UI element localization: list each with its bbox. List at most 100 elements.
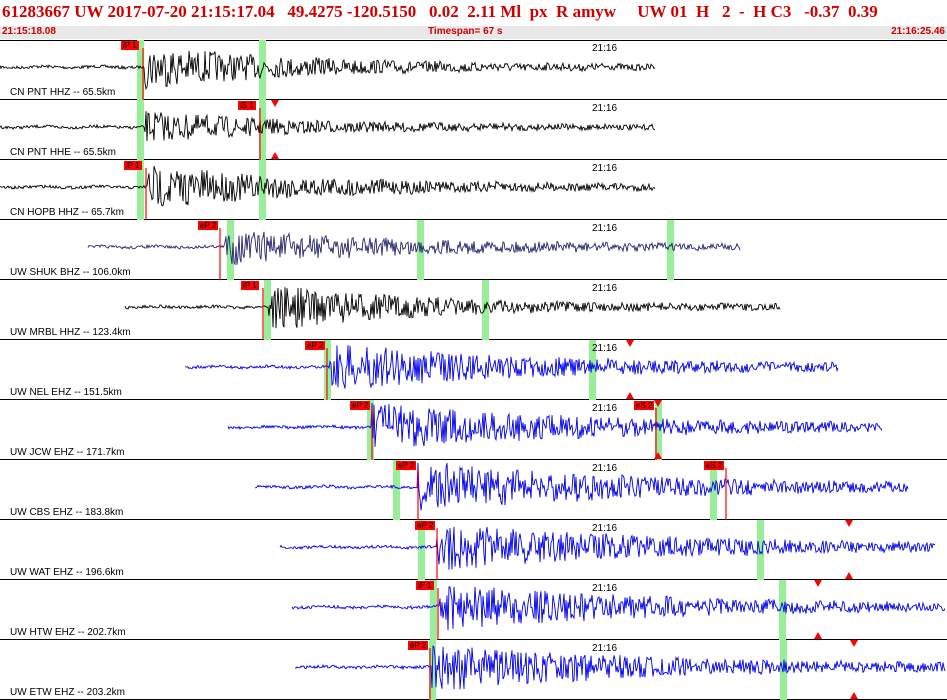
arrow-up-icon[interactable]	[271, 152, 279, 159]
time-tick-label: 21:16	[592, 103, 618, 114]
trace-panel[interactable]: iP 1 21:16 UW MRBL HHZ -- 123.4km	[0, 280, 947, 340]
waveform-canvas[interactable]	[0, 580, 947, 640]
waveform-canvas[interactable]	[0, 40, 947, 100]
waveform-trace	[279, 526, 936, 570]
phase-pick-flag[interactable]: iP 1	[416, 581, 434, 590]
station-label: UW MRBL HHZ -- 123.4km	[10, 327, 131, 338]
station-label: CN PNT HHZ -- 65.5km	[10, 87, 116, 98]
station-label: CN HOPB HHZ -- 65.7km	[10, 207, 124, 218]
time-tick-label: 21:16	[592, 403, 618, 414]
trace-panel[interactable]: iP 1 21:16 UW HTW EHZ -- 202.7km	[0, 580, 947, 640]
waveform-trace	[294, 645, 946, 690]
time-window-marker	[589, 340, 596, 400]
trace-panel[interactable]: eP 2 eS 2 21:16 UW CBS EHZ -- 183.8km	[0, 460, 947, 520]
waveform-trace	[184, 345, 839, 389]
waveform-trace	[0, 111, 655, 142]
phase-pick-flag[interactable]: eP 2	[305, 341, 326, 350]
trace-panel[interactable]: eP 2 21:16 UW ETW EHZ -- 203.2km	[0, 640, 947, 700]
time-window-marker	[418, 520, 425, 580]
waveform-trace	[255, 462, 909, 511]
station-label: UW HTW EHZ -- 202.7km	[10, 627, 126, 638]
waveform-canvas[interactable]	[0, 340, 947, 400]
time-window-marker	[430, 580, 437, 640]
time-tick-label: 21:16	[592, 343, 618, 354]
waveform-trace	[227, 403, 883, 447]
waveform-trace	[0, 165, 656, 207]
trace-panel[interactable]: iP 1 21:16 CN HOPB HHZ -- 65.7km	[0, 160, 947, 220]
phase-pick-flag[interactable]: iP 1	[124, 161, 142, 170]
arrow-up-icon[interactable]	[814, 632, 822, 639]
trace-panel[interactable]: eP 2 eS 2 21:16 UW JCW EHZ -- 171.7km	[0, 400, 947, 460]
time-window-marker	[393, 460, 400, 520]
time-tick-label: 21:16	[592, 223, 618, 234]
time-tick-label: 21:16	[592, 163, 618, 174]
trace-panel[interactable]: iP 1 21:16 CN PNT HHZ -- 65.5km	[0, 40, 947, 100]
station-label: UW NEL EHZ -- 151.5km	[10, 387, 122, 398]
time-window-marker	[779, 580, 786, 640]
station-label: UW CBS EHZ -- 183.8km	[10, 507, 124, 518]
station-label: UW WAT EHZ -- 196.6km	[10, 567, 124, 578]
waveform-trace	[87, 231, 741, 266]
time-window-marker	[655, 400, 662, 460]
time-window-marker	[137, 160, 144, 220]
arrow-up-icon[interactable]	[654, 452, 662, 459]
trace-panel[interactable]: eP 2 21:16 UW NEL EHZ -- 151.5km	[0, 340, 947, 400]
event-summary: 61283667 UW 2017-07-20 21:15:17.04 49.42…	[2, 2, 878, 21]
time-tick-label: 21:16	[592, 463, 618, 474]
trace-panel[interactable]: eP 2 21:16 UW WAT EHZ -- 196.6km	[0, 520, 947, 580]
arrow-down-icon[interactable]	[850, 640, 858, 647]
time-window-marker	[482, 280, 489, 340]
waveform-canvas[interactable]	[0, 280, 947, 340]
start-time: 21:15:18.08	[2, 26, 56, 37]
waveform-trace	[124, 287, 781, 329]
phase-pick-flag[interactable]: iP 1	[241, 281, 259, 290]
waveform-canvas[interactable]	[0, 400, 947, 460]
arrow-down-icon[interactable]	[654, 400, 662, 407]
phase-pick-flag[interactable]: eS 2	[704, 461, 725, 470]
event-header: 61283667 UW 2017-07-20 21:15:17.04 49.42…	[0, 0, 947, 41]
phase-pick-flag[interactable]: eP 2	[350, 401, 371, 410]
time-tick-label: 21:16	[592, 583, 618, 594]
station-label: UW JCW EHZ -- 171.7km	[10, 447, 125, 458]
time-window-marker	[667, 220, 674, 280]
time-window-marker	[137, 40, 144, 100]
station-label: UW SHUK BHZ -- 106.0km	[10, 267, 131, 278]
time-tick-label: 21:16	[592, 523, 618, 534]
time-tick-label: 21:16	[592, 643, 618, 654]
waveform-canvas[interactable]	[0, 160, 947, 220]
time-tick-label: 21:16	[592, 283, 618, 294]
timespan-label: Timespan= 67 s	[428, 26, 503, 37]
phase-pick-flag[interactable]: eP 2	[198, 221, 219, 230]
time-window-marker	[367, 400, 374, 460]
waveform-trace	[0, 50, 656, 91]
arrow-down-icon[interactable]	[845, 520, 853, 527]
station-label: CN PNT HHE -- 65.5km	[10, 147, 116, 158]
waveform-canvas[interactable]	[0, 100, 947, 160]
arrow-down-icon[interactable]	[814, 580, 822, 587]
waveform-trace	[291, 586, 946, 631]
arrow-up-icon[interactable]	[845, 572, 853, 579]
trace-panel[interactable]: iS 1 21:16 CN PNT HHE -- 65.5km	[0, 100, 947, 160]
trace-panel[interactable]: eP 2 21:16 UW SHUK BHZ -- 106.0km	[0, 220, 947, 280]
phase-pick-flag[interactable]: iP 1	[121, 41, 139, 50]
waveform-canvas[interactable]	[0, 220, 947, 280]
time-scale-bar: 21:15:18.08 Timespan= 67 s 21:16:25.46	[0, 26, 947, 39]
phase-pick-flag[interactable]: eP 2	[396, 461, 417, 470]
phase-pick-flag[interactable]: eP 2	[408, 641, 429, 650]
waveform-canvas[interactable]	[0, 460, 947, 520]
waveform-canvas[interactable]	[0, 520, 947, 580]
phase-pick-flag[interactable]: eP 2	[415, 521, 436, 530]
seismogram-panel[interactable]: iP 1 21:16 CN PNT HHZ -- 65.5km iS 1 21:16 CN…	[0, 40, 947, 700]
arrow-down-icon[interactable]	[626, 340, 634, 347]
time-window-marker	[137, 100, 144, 160]
time-tick-label: 21:16	[592, 43, 618, 54]
time-window-marker	[264, 280, 271, 340]
phase-pick-flag[interactable]: eS 2	[634, 401, 655, 410]
time-window-marker	[757, 520, 764, 580]
phase-pick-flag[interactable]: iS 1	[238, 101, 256, 110]
waveform-canvas[interactable]	[0, 640, 947, 700]
arrow-up-icon[interactable]	[850, 692, 858, 699]
time-window-marker	[710, 460, 717, 520]
arrow-down-icon[interactable]	[271, 100, 279, 107]
arrow-up-icon[interactable]	[626, 392, 634, 399]
